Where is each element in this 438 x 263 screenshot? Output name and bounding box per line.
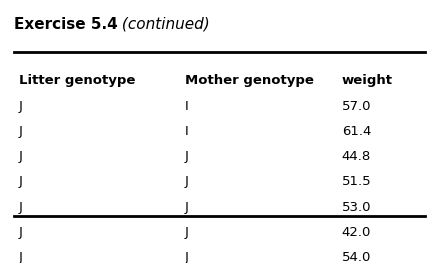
Text: 61.4: 61.4 bbox=[341, 125, 370, 138]
Text: 54.0: 54.0 bbox=[341, 251, 370, 263]
Text: weight: weight bbox=[341, 74, 392, 87]
Text: J: J bbox=[19, 100, 23, 113]
Text: 53.0: 53.0 bbox=[341, 201, 370, 214]
Text: J: J bbox=[19, 251, 23, 263]
Text: 44.8: 44.8 bbox=[341, 150, 370, 163]
Text: J: J bbox=[184, 201, 188, 214]
Text: J: J bbox=[19, 150, 23, 163]
Text: 57.0: 57.0 bbox=[341, 100, 370, 113]
Text: J: J bbox=[184, 150, 188, 163]
Text: (continued): (continued) bbox=[117, 17, 209, 32]
Text: 51.5: 51.5 bbox=[341, 175, 371, 188]
Text: J: J bbox=[19, 226, 23, 239]
Text: 42.0: 42.0 bbox=[341, 226, 370, 239]
Text: I: I bbox=[184, 100, 188, 113]
Text: J: J bbox=[19, 201, 23, 214]
Text: J: J bbox=[184, 175, 188, 188]
Text: J: J bbox=[184, 251, 188, 263]
Text: Mother genotype: Mother genotype bbox=[184, 74, 313, 87]
Text: J: J bbox=[19, 175, 23, 188]
Text: Exercise 5.4: Exercise 5.4 bbox=[14, 17, 118, 32]
Text: J: J bbox=[184, 226, 188, 239]
Text: Litter genotype: Litter genotype bbox=[19, 74, 135, 87]
Text: J: J bbox=[19, 125, 23, 138]
Text: I: I bbox=[184, 125, 188, 138]
